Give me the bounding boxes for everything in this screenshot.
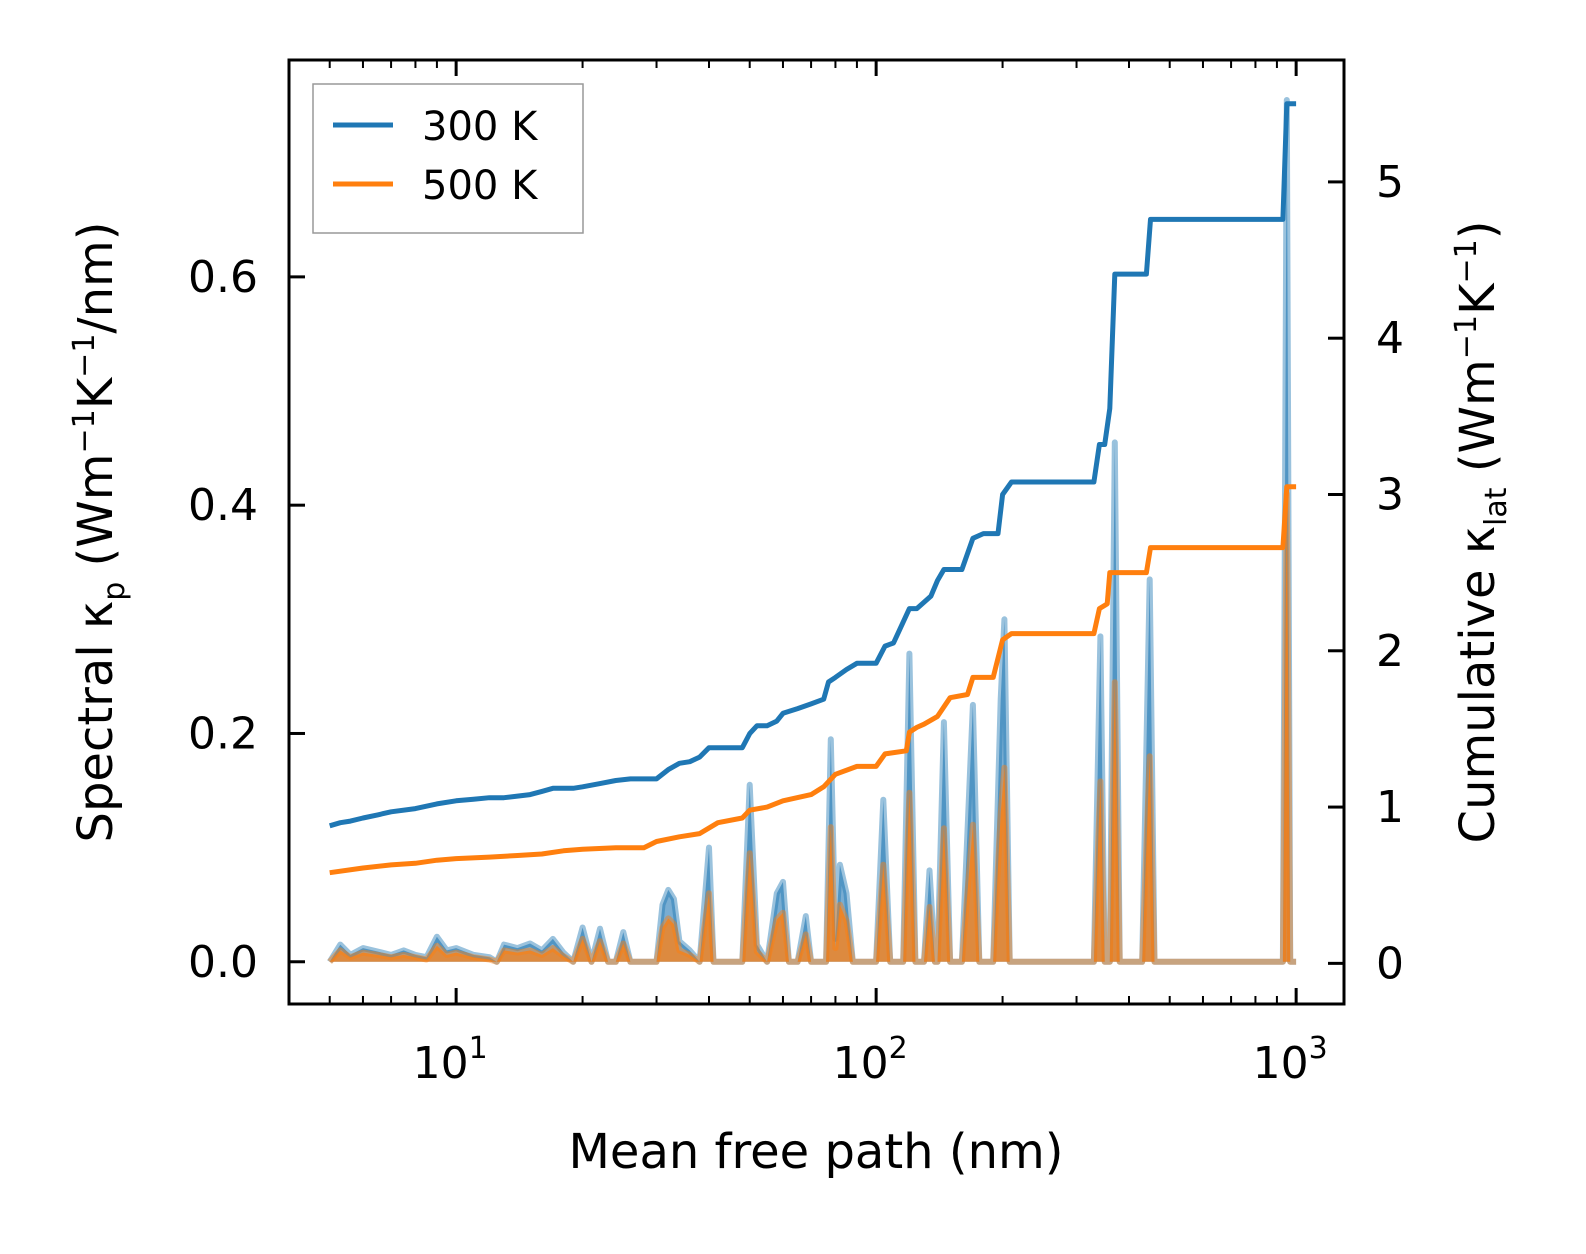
left-tick-label: 0.0 bbox=[188, 937, 258, 988]
right-tick-label: 5 bbox=[1376, 157, 1404, 208]
legend: 300 K 500 K bbox=[312, 83, 584, 234]
right-tick-label: 0 bbox=[1376, 938, 1404, 989]
x-tick-label: 102 bbox=[833, 1031, 908, 1089]
right-tick-label: 4 bbox=[1376, 313, 1404, 364]
cumulative-layer bbox=[328, 101, 1297, 876]
legend-box bbox=[312, 83, 584, 234]
right-tick-label: 3 bbox=[1376, 469, 1404, 520]
x-tick-label: 103 bbox=[1253, 1031, 1328, 1089]
left-axis-label: Spectral κp (Wm−1K−1/nm) bbox=[67, 222, 132, 843]
left-tick-label: 0.6 bbox=[188, 252, 258, 303]
left-tick-label: 0.4 bbox=[188, 480, 258, 531]
right-axis-label: Cumulative κlat (Wm−1K−1) bbox=[1449, 221, 1514, 844]
spectral-layer bbox=[327, 97, 1298, 965]
spectral-line-300-k-spectral bbox=[327, 97, 1298, 965]
plot-frame bbox=[287, 58, 1346, 1006]
spectral-line-500-k-spectral bbox=[327, 490, 1298, 965]
x-tick-label: 101 bbox=[413, 1031, 488, 1089]
right-tick-label: 2 bbox=[1376, 626, 1404, 677]
left-tick-label: 0.2 bbox=[188, 708, 258, 759]
tick-layer: 101 102 103 0.0 0.2 0.4 0.6 0 1 2 3 4 5 bbox=[188, 60, 1404, 1089]
cumulative-line-500-k bbox=[329, 484, 1297, 876]
right-tick-label: 1 bbox=[1376, 782, 1404, 833]
cumulative-line-300-k bbox=[328, 101, 1297, 829]
legend-label-300k: 300 K bbox=[422, 104, 539, 150]
x-axis-label: Mean free path (nm) bbox=[569, 1124, 1064, 1180]
legend-label-500k: 500 K bbox=[422, 163, 539, 209]
